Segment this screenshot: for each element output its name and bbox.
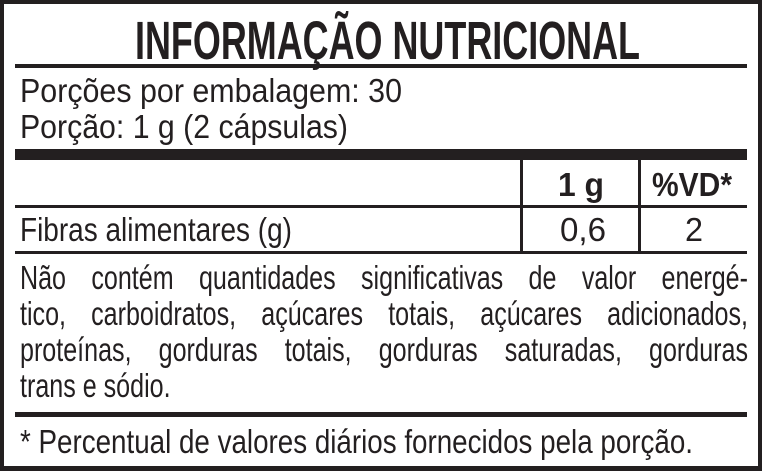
note-line: tico, carboidratos, açúcares totais, açú… — [20, 295, 748, 332]
divider — [15, 412, 747, 417]
divider — [15, 205, 747, 208]
serving-size: Porção: 1 g (2 cápsulas) — [20, 108, 348, 145]
note-line: Não contém quantidades significativas de… — [20, 259, 748, 296]
nutrient-amount: 0,6 — [560, 211, 606, 248]
divider — [15, 64, 747, 68]
label-title: INFORMAÇÃO NUTRICIONAL — [135, 11, 640, 71]
header-amount: 1 g — [558, 166, 604, 203]
note-line: proteínas, gorduras totais, gorduras sat… — [20, 331, 748, 368]
nutrient-name: Fibras alimentares (g) — [20, 211, 292, 248]
thick-divider — [15, 149, 747, 160]
divider — [15, 251, 747, 254]
note-line: trans e sódio. — [20, 367, 171, 404]
nutrient-daily-value: 2 — [685, 211, 703, 248]
footnote: * Percentual de valores diários fornecid… — [20, 423, 693, 460]
servings-per-package: Porções por embalagem: 30 — [20, 72, 402, 109]
header-daily-value: %VD* — [652, 166, 732, 203]
